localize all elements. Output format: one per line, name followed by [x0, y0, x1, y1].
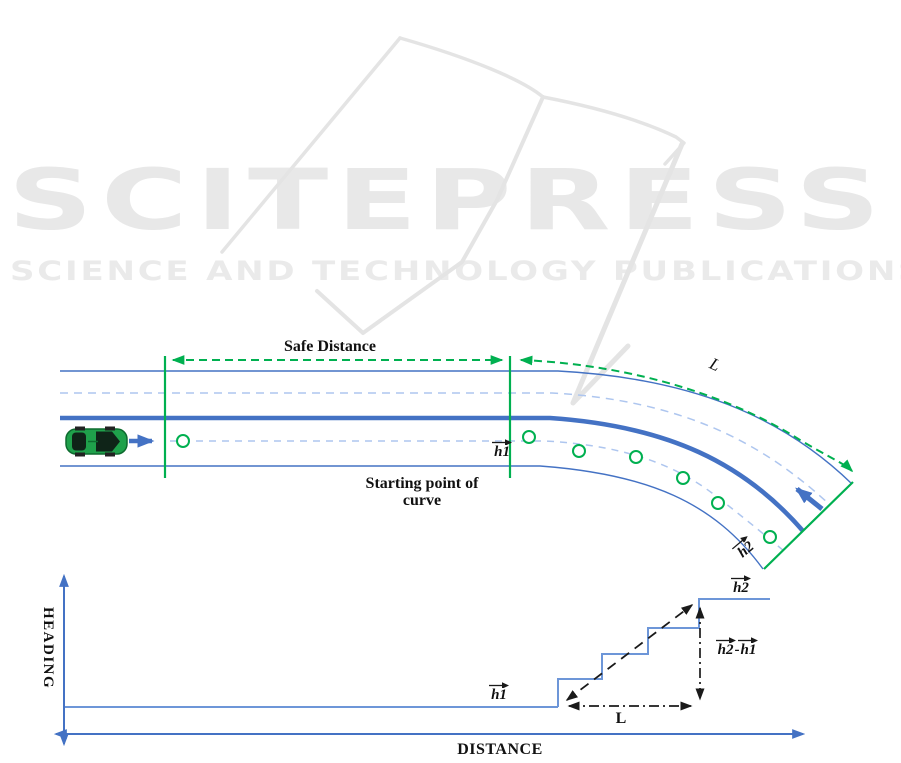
- curve-end-line: [763, 481, 854, 570]
- heading-distance-chart: [53, 573, 806, 747]
- h2-vector: h2: [715, 637, 736, 659]
- h2-vector: h2: [731, 536, 758, 562]
- road-diagram: [60, 355, 854, 570]
- car-wheel: [105, 426, 115, 431]
- h2-road-label: h2: [731, 526, 772, 562]
- h2-text: h2: [717, 642, 734, 658]
- car: [65, 426, 128, 457]
- heading-difference-label: h2 - h1: [702, 637, 772, 659]
- starting-point-label: Starting point of curve: [347, 475, 497, 509]
- car-wheel: [105, 452, 115, 457]
- car-windshield: [96, 431, 120, 452]
- vector-arrow-icon: [731, 575, 751, 581]
- vector-arrow-icon: [715, 637, 736, 643]
- h1-text: h1: [740, 642, 757, 658]
- h2-vector: h2: [731, 575, 751, 597]
- h1-vector: h1: [492, 439, 513, 461]
- h2-text: h2: [733, 580, 749, 596]
- car-wheel: [75, 452, 85, 457]
- starting-point-line2: curve: [402, 491, 442, 509]
- path-sample-point: [763, 530, 777, 544]
- h1-road-label: h1: [468, 439, 513, 461]
- vector-arrow-icon: [489, 682, 509, 688]
- heading-axis-label: HEADING: [40, 607, 56, 690]
- h1-vector: h1: [738, 637, 759, 659]
- safe-distance-label: Safe Distance: [284, 338, 376, 355]
- car-wheel: [75, 426, 85, 431]
- path-sample-point: [176, 434, 190, 448]
- h1-text: h1: [494, 444, 510, 460]
- curve-direction-arrow: [795, 487, 824, 511]
- starting-point-line1: Starting point of: [365, 475, 479, 492]
- path-sample-point: [522, 430, 536, 444]
- minus-sign: -: [734, 642, 740, 658]
- heading-slope-dashed-arrow: [565, 604, 694, 701]
- h1-chart-label: h1: [478, 682, 520, 704]
- curve-length-arrow: [519, 355, 854, 473]
- h1-text: h1: [491, 687, 507, 703]
- base-length-label: L: [615, 710, 627, 727]
- vector-arrow-icon: [738, 637, 759, 643]
- path-sample-point: [676, 471, 690, 485]
- h1-vector: h1: [489, 682, 509, 704]
- vector-arrow-icon: [492, 439, 513, 445]
- path-sample-point: [629, 450, 643, 464]
- h2-chart-label: h2: [720, 575, 762, 597]
- road-top-edge: [60, 370, 853, 485]
- car-rear-window: [72, 432, 86, 451]
- distance-axis-label: DISTANCE: [457, 741, 543, 758]
- path-sample-points: [176, 430, 777, 544]
- watermark-subtitle-text: SCIENCE AND TECHNOLOGY PUBLICATIONS: [10, 256, 901, 287]
- path-sample-point: [711, 496, 725, 510]
- watermark-logo-text: SCITEPRESS: [8, 151, 889, 249]
- vector-arrow-icon: [731, 536, 748, 550]
- path-sample-point: [572, 444, 586, 458]
